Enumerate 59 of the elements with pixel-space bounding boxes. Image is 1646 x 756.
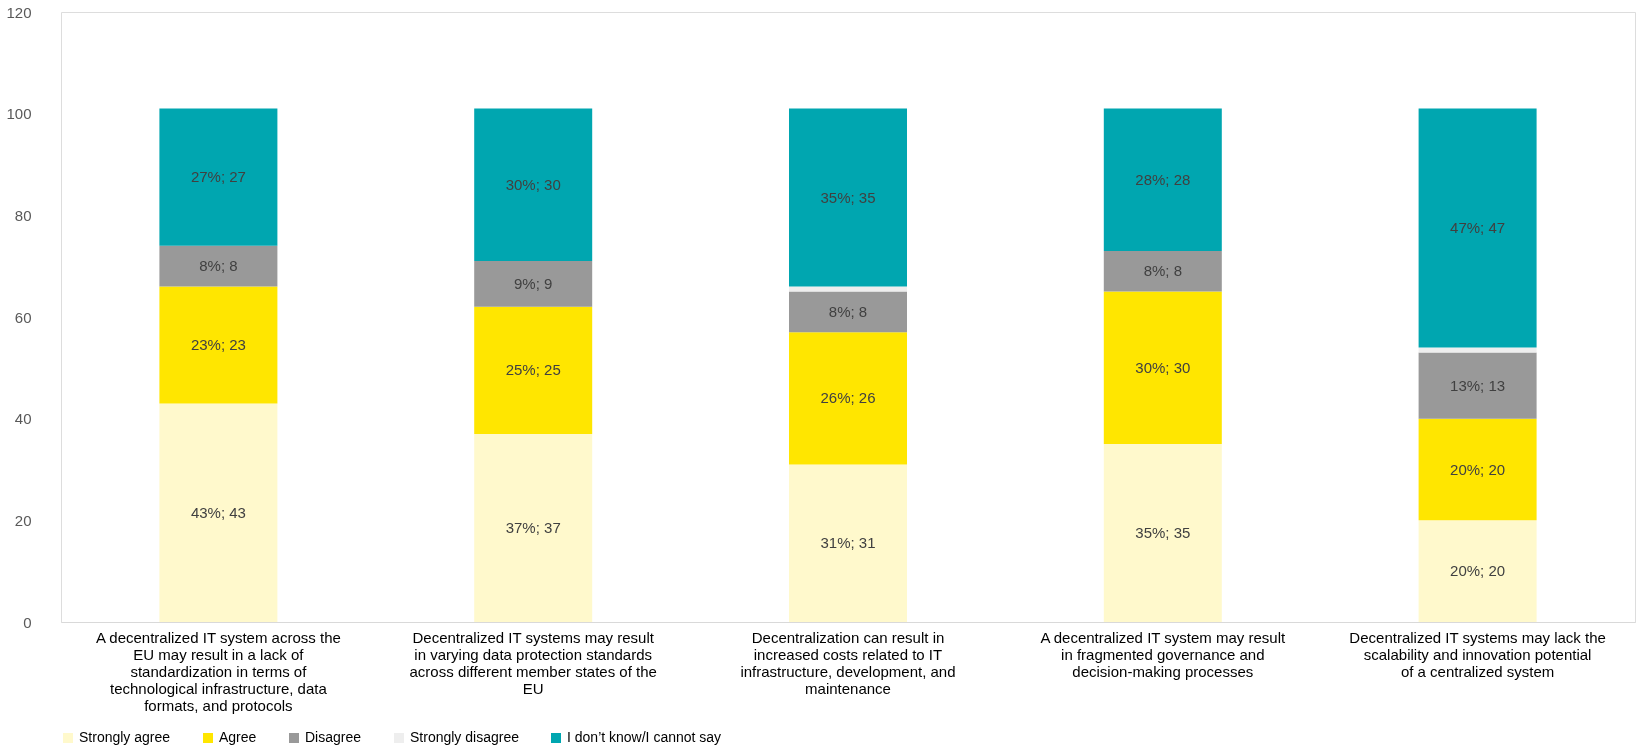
- bar: [159, 403, 278, 622]
- bar: [1418, 347, 1537, 353]
- legend-label: I don’t know/I cannot say: [567, 729, 722, 745]
- data-label: 47%; 47: [1450, 219, 1506, 237]
- y-tick-label: 80: [14, 206, 32, 224]
- y-tick-label: 40: [14, 410, 32, 428]
- data-label: 26%; 26: [820, 389, 876, 407]
- data-label: 35%; 35: [820, 188, 876, 206]
- data-label: 8%; 8: [828, 302, 868, 320]
- data-label: 8%; 8: [199, 257, 238, 275]
- data-label: 28%; 28: [1135, 170, 1191, 188]
- bar: [789, 108, 907, 287]
- data-label: 31%; 31: [820, 534, 876, 552]
- bar: [1418, 418, 1537, 521]
- bar: [1103, 108, 1222, 251]
- data-label: 13%; 13: [1450, 376, 1506, 394]
- bar: [1103, 444, 1222, 622]
- legend-label: Agree: [219, 729, 257, 745]
- bar: [789, 291, 907, 333]
- x-tick-label: Decentralized IT systems may lack the scalability and innovation potential of a centralized system: [1349, 628, 1606, 680]
- data-label: 30%; 30: [1135, 358, 1191, 376]
- bar: [1418, 108, 1537, 348]
- bar: [789, 464, 907, 622]
- bar: [1103, 250, 1222, 292]
- bar: [474, 433, 593, 622]
- y-tick-label: 60: [14, 308, 32, 326]
- data-label: 37%; 37: [505, 518, 561, 536]
- bar: [474, 261, 593, 307]
- bar: [159, 108, 278, 246]
- bar: [159, 245, 278, 287]
- y-tick-label: 0: [23, 613, 32, 631]
- data-label: 20%; 20: [1450, 562, 1506, 580]
- x-tick-label: Decentralization can result in increased costs related to IT infrastructure, development, and maintenance: [740, 628, 956, 697]
- x-tick-label: Decentralized IT systems may result in varying data protection standards across different member states of the EU: [409, 628, 657, 697]
- legend-label: Strongly disagree: [410, 729, 520, 745]
- bar: [1418, 352, 1537, 419]
- data-label: 25%; 25: [505, 361, 561, 379]
- bar: [1103, 291, 1222, 445]
- data-label: 20%; 20: [1450, 460, 1506, 478]
- data-label: 8%; 8: [1143, 262, 1182, 280]
- y-tick-label: 100: [6, 105, 32, 123]
- bar: [474, 306, 593, 434]
- data-label: 23%; 23: [190, 335, 246, 353]
- data-label: 30%; 30: [505, 175, 561, 193]
- data-label: 35%; 35: [1135, 524, 1191, 542]
- bar: [159, 286, 278, 404]
- bar: [474, 108, 593, 262]
- y-tick-label: 20: [14, 511, 32, 529]
- data-label: 27%; 27: [190, 168, 246, 186]
- bar: [789, 286, 907, 292]
- legend-label: Strongly agree: [79, 729, 171, 745]
- bar: [789, 332, 907, 465]
- x-tick-label: A decentralized IT system across the EU may result in a lack of standardization in terms of technological infrastructure, data formats, and protocols: [95, 628, 341, 714]
- legend-label: Disagree: [305, 729, 362, 745]
- data-label: 9%; 9: [514, 274, 553, 292]
- x-tick-label: A decentralized IT system may result in fragmented governance and decision-making processes: [1040, 628, 1287, 680]
- y-tick-label: 120: [6, 3, 32, 21]
- data-label: 43%; 43: [190, 503, 246, 521]
- bar: [1418, 520, 1537, 622]
